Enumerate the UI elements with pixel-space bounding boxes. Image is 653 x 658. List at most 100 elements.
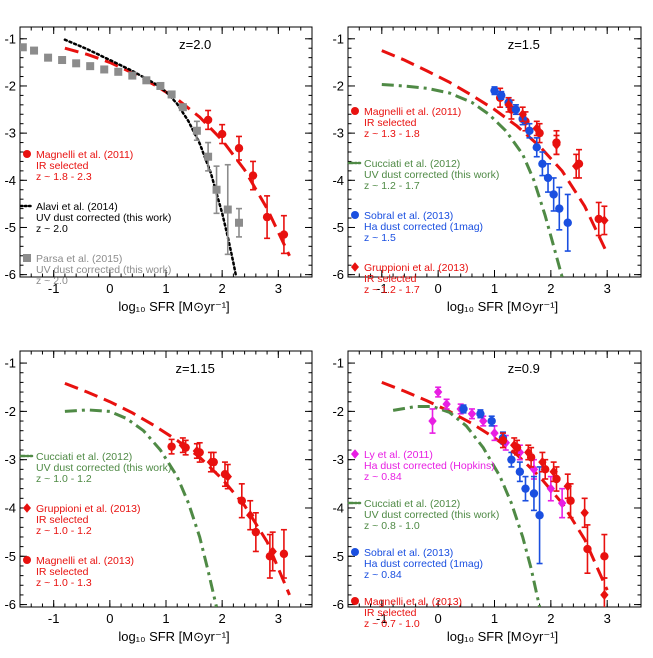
y-tick-label: -4 bbox=[4, 500, 16, 515]
data-point bbox=[529, 464, 539, 475]
data-point bbox=[156, 81, 165, 90]
legend-marker bbox=[351, 107, 359, 115]
data-point bbox=[600, 552, 609, 561]
data-point bbox=[467, 408, 477, 419]
data-point bbox=[192, 126, 201, 135]
data-point bbox=[100, 65, 109, 74]
legend-marker bbox=[23, 503, 31, 513]
legend-entry: Ly et al. (2011)Ha dust corrected (Hopki… bbox=[351, 449, 495, 483]
chart-panel-4: -1 0 1 2 3 -1 -2 -3 -4 -5 -6 log₁₀ SFR [M⊙yr⁻¹] z=0.… bbox=[332, 350, 642, 644]
legend-entry: Sobral et al. (2013)Ha dust corrected (1… bbox=[351, 547, 483, 581]
data-point bbox=[246, 510, 255, 521]
panel-title: z=2.0 bbox=[179, 37, 211, 52]
legend-text: IR selected bbox=[364, 273, 417, 285]
data-point bbox=[549, 466, 558, 477]
x-axis-label: log₁₀ SFR [M⊙yr⁻¹] bbox=[447, 629, 558, 644]
series-line bbox=[381, 83, 564, 277]
legend-marker bbox=[23, 150, 31, 158]
legend-text: UV dust corrected (this work) bbox=[364, 509, 499, 521]
x-axis-label: log₁₀ SFR [M⊙yr⁻¹] bbox=[118, 629, 229, 644]
series-line bbox=[381, 381, 609, 591]
data-point bbox=[192, 445, 202, 457]
x-tick-label: 3 bbox=[275, 611, 282, 626]
data-point bbox=[235, 218, 243, 227]
legend-text: Gruppioni et al. (2013) bbox=[364, 262, 468, 274]
data-point bbox=[86, 62, 95, 71]
legend-entry: Cucciati et al. (2012)UV dust corrected … bbox=[19, 451, 171, 485]
data-point bbox=[114, 67, 123, 76]
data-point bbox=[518, 109, 527, 120]
x-tick-label: -1 bbox=[48, 281, 60, 296]
legend-text: z ~ 1.2 - 1.7 bbox=[364, 284, 420, 296]
y-tick-label: -1 bbox=[4, 356, 16, 371]
data-point bbox=[557, 498, 567, 509]
data-point bbox=[459, 404, 468, 414]
data-point bbox=[511, 105, 521, 114]
data-point bbox=[223, 471, 232, 482]
legend-marker bbox=[351, 211, 359, 219]
data-point bbox=[217, 129, 227, 139]
legend-text: z ~ 1.8 - 2.3 bbox=[36, 171, 92, 183]
legend-text: Magnelli et al. (2011) bbox=[36, 149, 133, 161]
data-point bbox=[476, 409, 485, 418]
data-point bbox=[543, 173, 553, 183]
legend-text: IR selected bbox=[36, 566, 89, 578]
x-tick-label: -1 bbox=[376, 281, 388, 296]
data-point bbox=[529, 489, 539, 498]
x-tick-label: 1 bbox=[491, 281, 498, 296]
data-point bbox=[279, 549, 289, 559]
series-line bbox=[392, 405, 542, 607]
data-point bbox=[552, 139, 561, 150]
y-tick-label: -2 bbox=[4, 404, 16, 419]
y-tick-label: -5 bbox=[332, 549, 344, 564]
data-point bbox=[167, 90, 176, 99]
data-point bbox=[442, 399, 451, 410]
data-point bbox=[510, 440, 519, 451]
data-point bbox=[428, 415, 437, 427]
data-point bbox=[507, 455, 516, 464]
x-tick-label: 2 bbox=[219, 611, 226, 626]
y-tick-label: -5 bbox=[4, 549, 16, 564]
data-point bbox=[487, 416, 496, 426]
data-point bbox=[223, 205, 232, 214]
data-point bbox=[600, 589, 609, 600]
legend-entry: Cucciati et al. (2012)UV dust corrected … bbox=[347, 158, 499, 192]
legend-text: z ~ 1.0 - 1.2 bbox=[36, 525, 92, 537]
data-point bbox=[498, 436, 508, 445]
legend-text: z ~ 1.3 - 1.8 bbox=[364, 128, 420, 140]
legend-entry: Cucciati et al. (2012)UV dust corrected … bbox=[347, 498, 499, 532]
data-point bbox=[538, 159, 547, 168]
legend-text: Ha dust corrected (1mag) bbox=[364, 221, 483, 233]
legend-text: Magnelli et al. (2013) bbox=[36, 555, 134, 567]
data-point bbox=[178, 103, 187, 112]
y-tick-label: -1 bbox=[332, 356, 344, 371]
legend-entry: Alavi et al. (2014)UV dust corrected (th… bbox=[19, 201, 171, 235]
legend-marker bbox=[351, 597, 359, 605]
data-point bbox=[262, 212, 272, 222]
data-point bbox=[167, 442, 176, 451]
legend-text: Sobral et al. (2013) bbox=[364, 210, 453, 222]
series-line bbox=[63, 38, 238, 277]
legend-text: IR selected bbox=[36, 514, 89, 526]
data-point bbox=[515, 467, 525, 476]
y-tick-label: -6 bbox=[332, 597, 344, 612]
y-tick-label: -4 bbox=[332, 173, 344, 188]
y-tick-label: -4 bbox=[4, 173, 16, 188]
legend-text: UV dust corrected (this work) bbox=[36, 212, 171, 224]
legend-text: Cucciati et al. (2012) bbox=[36, 451, 132, 463]
data-point bbox=[538, 457, 547, 468]
data-point bbox=[532, 143, 541, 152]
data-point bbox=[525, 126, 534, 135]
y-tick-label: -3 bbox=[4, 452, 16, 467]
legend-text: z ~ 2.0 bbox=[36, 275, 68, 287]
chart-panel-2: -1 0 1 2 3 -1 -2 -3 -4 -5 -6 log₁₀ SFR [M⊙yr⁻¹] z=1.… bbox=[332, 26, 642, 314]
legend-text: UV dust corrected (this work) bbox=[36, 264, 171, 276]
data-point bbox=[268, 546, 277, 557]
x-tick-label: 3 bbox=[604, 281, 611, 296]
